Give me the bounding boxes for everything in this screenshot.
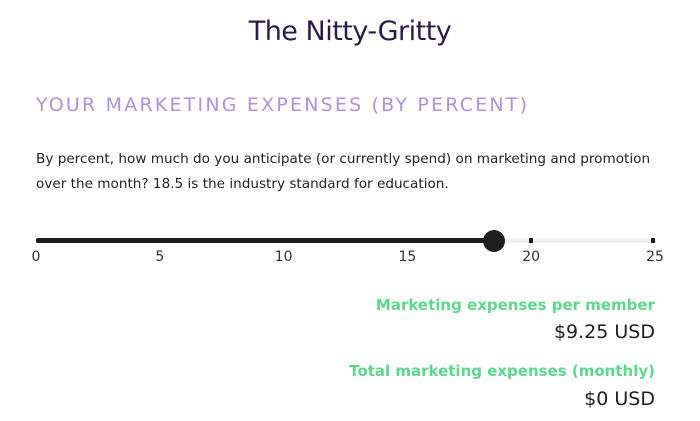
tick-label-5: 5 [155, 249, 165, 265]
marketing-percent-slider[interactable] [36, 228, 655, 254]
slider-tick-mark-25 [651, 238, 655, 243]
total-monthly-value: $0 USD [584, 388, 655, 410]
tick-label-10: 10 [274, 249, 293, 265]
section-heading: YOUR MARKETING EXPENSES (BY PERCENT) [36, 94, 530, 116]
slider-thumb[interactable] [483, 230, 506, 252]
tick-label-20: 20 [522, 249, 541, 265]
per-member-value: $9.25 USD [553, 321, 655, 343]
slider-fill [36, 238, 495, 243]
per-member-label: Marketing expenses per member [375, 296, 655, 314]
tick-label-0: 0 [31, 249, 41, 265]
slider-tick-mark-20 [529, 238, 534, 243]
tick-label-15: 15 [398, 249, 417, 265]
total-monthly-label: Total marketing expenses (monthly) [349, 362, 655, 380]
tick-label-25: 25 [646, 249, 664, 265]
section-description: By percent, how much do you anticipate (… [36, 151, 651, 192]
slider-tick-labels: 0 5 10 15 20 25 [32, 249, 664, 269]
page-title: The Nitty-Gritty [248, 16, 452, 47]
